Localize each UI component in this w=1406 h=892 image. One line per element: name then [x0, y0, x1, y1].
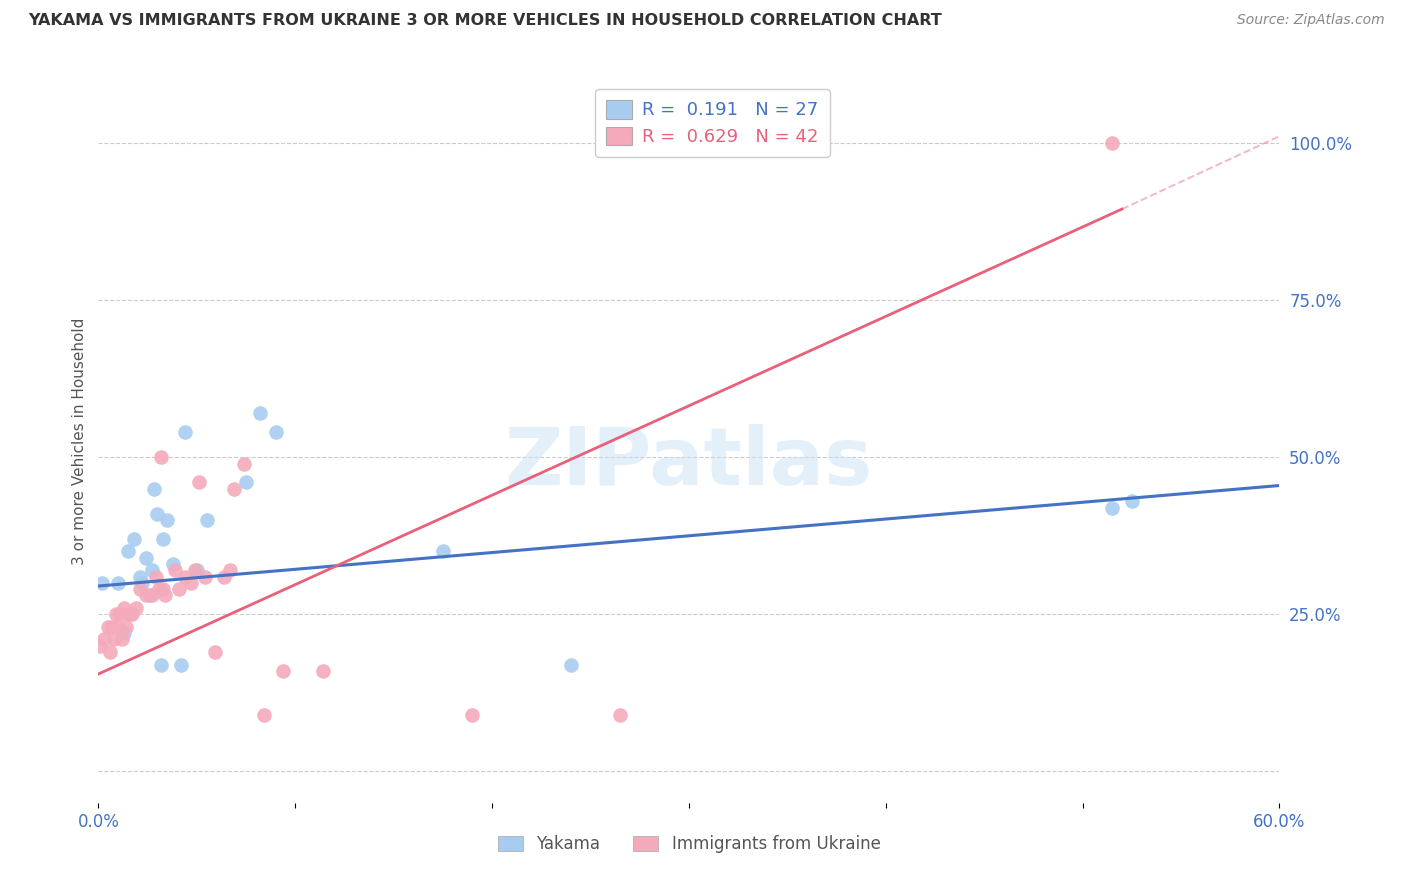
- Point: [148, 582, 170, 597]
- Point: [432, 544, 454, 558]
- Point: [273, 664, 295, 678]
- Point: [101, 620, 124, 634]
- Point: [112, 626, 135, 640]
- Point: [156, 513, 179, 527]
- Point: [117, 544, 139, 558]
- Point: [162, 557, 184, 571]
- Point: [214, 569, 236, 583]
- Point: [150, 450, 173, 465]
- Point: [107, 620, 129, 634]
- Point: [174, 569, 197, 583]
- Point: [145, 569, 167, 583]
- Text: Source: ZipAtlas.com: Source: ZipAtlas.com: [1237, 13, 1385, 28]
- Point: [105, 607, 128, 622]
- Point: [1121, 494, 1143, 508]
- Point: [180, 575, 202, 590]
- Point: [89, 639, 111, 653]
- Point: [125, 601, 148, 615]
- Legend: Yakama, Immigrants from Ukraine: Yakama, Immigrants from Ukraine: [491, 828, 887, 860]
- Point: [233, 457, 256, 471]
- Point: [131, 575, 153, 590]
- Point: [142, 482, 165, 496]
- Text: YAKAMA VS IMMIGRANTS FROM UKRAINE 3 OR MORE VEHICLES IN HOUSEHOLD CORRELATION CH: YAKAMA VS IMMIGRANTS FROM UKRAINE 3 OR M…: [28, 13, 942, 29]
- Point: [224, 482, 246, 496]
- Point: [128, 569, 150, 583]
- Point: [219, 563, 242, 577]
- Point: [152, 582, 174, 597]
- Point: [117, 607, 139, 622]
- Point: [118, 607, 141, 622]
- Point: [184, 563, 207, 577]
- Point: [128, 582, 150, 597]
- Point: [155, 589, 177, 603]
- Point: [461, 707, 484, 722]
- Point: [204, 645, 226, 659]
- Point: [135, 550, 157, 565]
- Point: [194, 569, 217, 583]
- Point: [195, 513, 218, 527]
- Point: [312, 664, 335, 678]
- Point: [150, 657, 173, 672]
- Point: [186, 563, 208, 577]
- Point: [1101, 500, 1123, 515]
- Point: [141, 563, 163, 577]
- Point: [97, 620, 120, 634]
- Point: [1101, 136, 1123, 150]
- Point: [264, 425, 287, 439]
- Point: [609, 707, 631, 722]
- Point: [253, 707, 276, 722]
- Point: [91, 575, 114, 590]
- Point: [111, 632, 134, 647]
- Point: [108, 607, 131, 622]
- Point: [103, 632, 125, 647]
- Point: [135, 589, 157, 603]
- Point: [107, 575, 129, 590]
- Point: [112, 601, 135, 615]
- Point: [146, 507, 169, 521]
- Point: [167, 582, 190, 597]
- Point: [187, 475, 209, 490]
- Y-axis label: 3 or more Vehicles in Household: 3 or more Vehicles in Household: [72, 318, 87, 566]
- Point: [93, 632, 115, 647]
- Point: [141, 589, 163, 603]
- Point: [98, 645, 121, 659]
- Point: [115, 620, 138, 634]
- Point: [249, 406, 271, 420]
- Point: [165, 563, 187, 577]
- Point: [138, 589, 160, 603]
- Point: [174, 425, 197, 439]
- Point: [121, 607, 143, 622]
- Point: [560, 657, 582, 672]
- Point: [122, 532, 145, 546]
- Text: ZIPatlas: ZIPatlas: [505, 425, 873, 502]
- Point: [152, 532, 174, 546]
- Point: [170, 657, 193, 672]
- Point: [235, 475, 257, 490]
